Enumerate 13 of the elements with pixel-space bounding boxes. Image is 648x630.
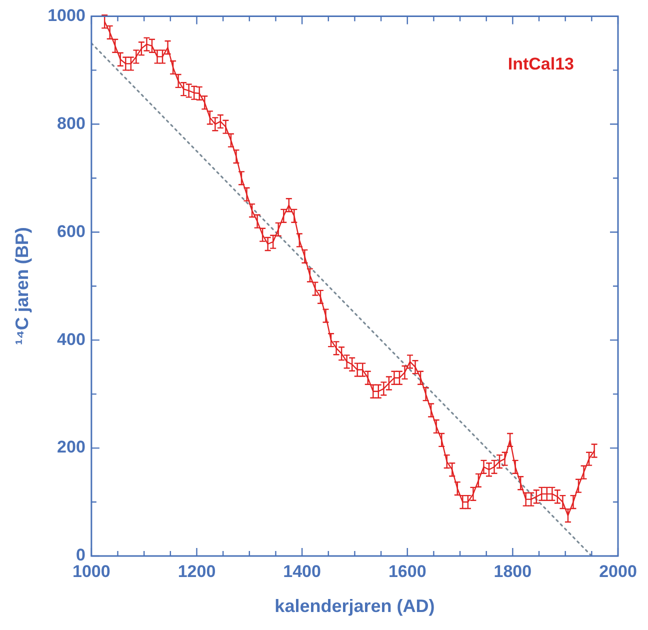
x-tick-label: 1800	[494, 562, 532, 581]
x-tick-label: 2000	[599, 562, 637, 581]
y-tick-label: 600	[57, 222, 86, 241]
y-tick-label: 200	[57, 438, 86, 457]
x-tick-label: 1200	[178, 562, 216, 581]
y-tick-label: 400	[57, 330, 86, 349]
y-tick-label: 800	[57, 114, 86, 133]
y-tick-label: 1000	[48, 6, 86, 25]
x-axis-title: kalenderjaren (AD)	[274, 596, 435, 616]
x-tick-label: 1400	[283, 562, 321, 581]
text: IntCal13	[508, 54, 574, 74]
y-axis-title: ¹⁴C jaren (BP)	[12, 227, 32, 346]
x-tick-label: 1600	[388, 562, 426, 581]
